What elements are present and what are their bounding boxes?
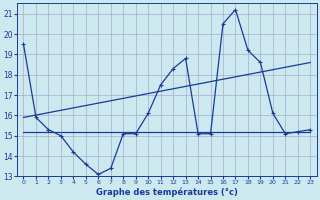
X-axis label: Graphe des températures (°c): Graphe des températures (°c)	[96, 187, 238, 197]
